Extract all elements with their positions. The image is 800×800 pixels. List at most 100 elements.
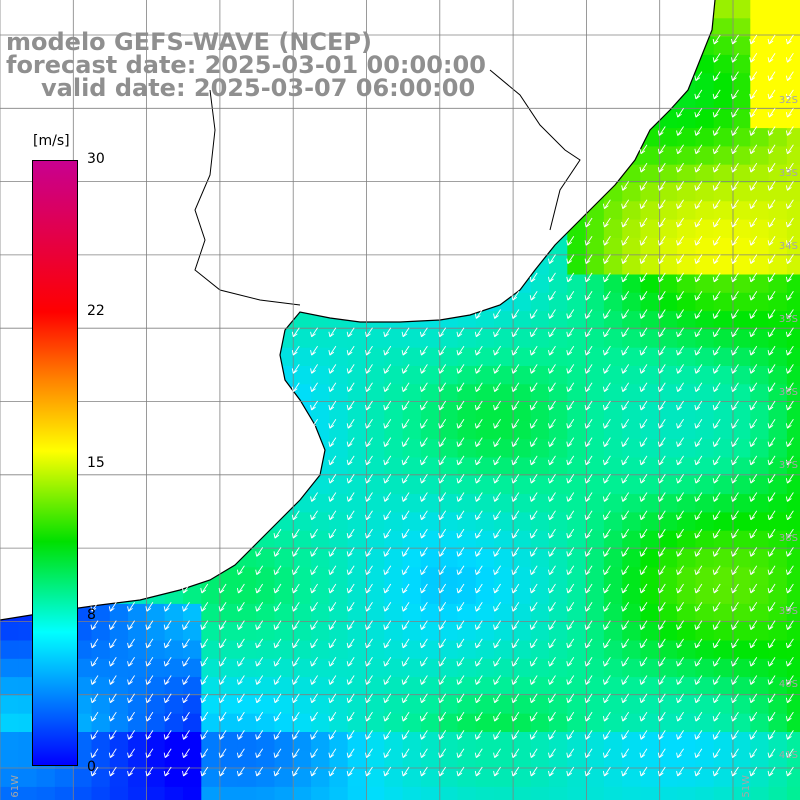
wind-cell bbox=[549, 585, 568, 605]
wind-cell bbox=[786, 366, 800, 385]
wind-arrow bbox=[310, 364, 318, 374]
wind-cell bbox=[274, 658, 294, 678]
wind-arrow bbox=[621, 400, 630, 411]
wind-arrow bbox=[621, 364, 630, 374]
wind-arrow bbox=[365, 730, 373, 740]
wind-arrow bbox=[785, 638, 794, 649]
wind-cell bbox=[713, 201, 733, 221]
wind-cell bbox=[329, 439, 349, 458]
wind-arrow bbox=[584, 656, 593, 667]
wind-cell bbox=[402, 549, 422, 568]
lat-label: 34S bbox=[778, 241, 798, 252]
wind-arrow bbox=[511, 528, 520, 539]
wind-cell bbox=[457, 384, 477, 404]
wind-arrow bbox=[108, 748, 117, 759]
wind-arrow bbox=[90, 693, 99, 704]
wind-arrow bbox=[529, 656, 538, 667]
wind-arrow bbox=[438, 547, 447, 557]
wind-arrow bbox=[676, 400, 684, 411]
wind-arrow bbox=[584, 272, 593, 283]
wind-cell bbox=[219, 695, 239, 715]
wind-cell bbox=[713, 18, 733, 38]
wind-arrow bbox=[676, 437, 684, 447]
wind-arrow bbox=[767, 272, 776, 283]
wind-cell bbox=[585, 585, 605, 605]
wind-arrow bbox=[602, 528, 611, 539]
wind-cell bbox=[366, 512, 385, 532]
wind-arrow bbox=[785, 620, 794, 630]
wind-cell bbox=[786, 549, 800, 568]
wind-arrow bbox=[621, 565, 630, 576]
wind-arrow bbox=[602, 419, 611, 429]
wind-cell bbox=[750, 494, 770, 513]
wind-cell bbox=[786, 146, 800, 166]
wind-arrow bbox=[548, 419, 556, 429]
wind-cell bbox=[439, 384, 458, 404]
wind-cell bbox=[512, 402, 532, 422]
wind-arrow bbox=[236, 730, 245, 740]
wind-cell bbox=[713, 384, 733, 404]
wind-arrow bbox=[438, 620, 447, 630]
wind-arrow bbox=[328, 345, 337, 356]
wind-arrow bbox=[273, 583, 282, 594]
wind-cell bbox=[274, 713, 294, 733]
wind-cell bbox=[402, 347, 422, 367]
wind-arrow bbox=[566, 748, 575, 759]
wind-cell bbox=[658, 219, 678, 239]
wind-arrow bbox=[657, 492, 666, 502]
wind-cell bbox=[786, 73, 800, 92]
wind-cell bbox=[768, 713, 788, 733]
wind-cell bbox=[292, 768, 312, 788]
wind-cell bbox=[695, 786, 715, 800]
wind-arrow bbox=[108, 730, 117, 740]
wind-arrow bbox=[291, 675, 300, 685]
wind-arrow bbox=[621, 327, 630, 338]
wind-arrow bbox=[676, 107, 684, 118]
wind-arrow bbox=[731, 382, 739, 393]
wind-cell bbox=[640, 183, 660, 202]
wind-arrow bbox=[602, 327, 611, 338]
wind-cell bbox=[439, 347, 458, 367]
wind-arrow bbox=[602, 693, 611, 704]
wind-arrow bbox=[127, 602, 135, 612]
wind-cell bbox=[732, 549, 751, 568]
wind-arrow bbox=[694, 272, 703, 283]
wind-arrow bbox=[438, 473, 447, 484]
wind-cell bbox=[530, 603, 550, 623]
wind-cell bbox=[658, 311, 678, 330]
wind-cell bbox=[786, 256, 800, 275]
wind-arrow bbox=[493, 419, 501, 429]
wind-cell bbox=[201, 603, 221, 623]
wind-cell bbox=[549, 603, 568, 623]
wind-cell bbox=[384, 384, 404, 404]
wind-arrow bbox=[511, 711, 520, 722]
wind-cell bbox=[549, 420, 568, 440]
wind-cell bbox=[494, 347, 513, 367]
wind-cell bbox=[549, 677, 568, 696]
wind-arrow bbox=[657, 528, 666, 539]
wind-arrow bbox=[182, 675, 190, 685]
wind-arrow bbox=[401, 437, 410, 447]
wind-cell bbox=[366, 677, 385, 696]
wind-arrow bbox=[365, 675, 373, 685]
wind-cell bbox=[732, 530, 751, 550]
wind-cell bbox=[164, 786, 184, 800]
wind-cell bbox=[256, 640, 275, 660]
wind-cell bbox=[347, 768, 367, 788]
wind-cell bbox=[256, 549, 275, 568]
wind-cell bbox=[237, 640, 257, 660]
wind-arrow bbox=[438, 327, 447, 338]
wind-arrow bbox=[584, 583, 593, 594]
wind-cell bbox=[329, 567, 349, 587]
wind-cell bbox=[658, 146, 678, 166]
wind-arrow bbox=[493, 364, 501, 374]
wind-cell bbox=[512, 494, 532, 513]
wind-cell bbox=[786, 274, 800, 294]
wind-cell bbox=[420, 622, 440, 641]
wind-cell bbox=[91, 732, 111, 751]
wind-cell bbox=[494, 384, 513, 404]
wind-cell bbox=[256, 750, 275, 770]
wind-arrow bbox=[731, 565, 739, 576]
wind-arrow bbox=[712, 71, 721, 81]
wind-cell bbox=[549, 347, 568, 367]
